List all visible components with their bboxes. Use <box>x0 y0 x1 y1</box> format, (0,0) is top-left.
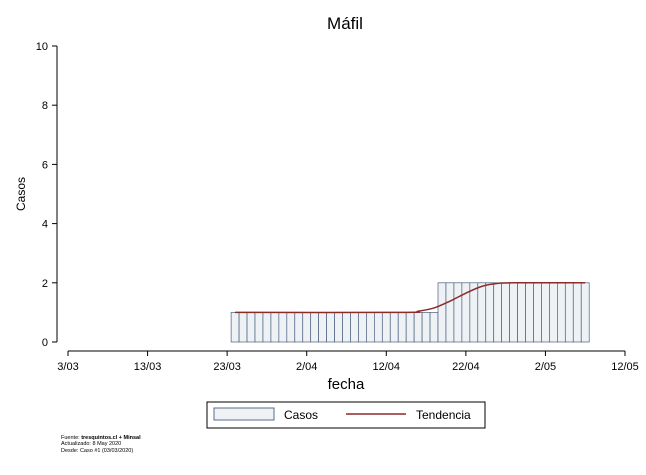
bar <box>517 282 526 343</box>
bar <box>485 282 495 343</box>
bar <box>342 312 351 343</box>
x-tick-label: 23/03 <box>213 361 241 373</box>
legend-swatch-casos <box>213 407 275 421</box>
y-tick-label: 0 <box>42 337 48 349</box>
legend-label-tendencia: Tendencia <box>416 408 471 422</box>
bar <box>421 312 431 343</box>
footnote-since: Desde: Caso #1 (03/03/2020) <box>61 447 134 454</box>
bar <box>374 312 383 343</box>
bar <box>501 282 510 343</box>
x-tick-label: 12/04 <box>373 361 401 373</box>
x-tick-label: 22/04 <box>452 361 480 373</box>
bar <box>397 312 407 343</box>
bar <box>246 312 256 343</box>
bar <box>238 312 248 343</box>
x-tick-label: 2/04 <box>296 361 317 373</box>
bar <box>533 282 542 343</box>
y-axis: 0 2 4 6 8 10 <box>36 41 58 349</box>
bar <box>541 282 550 343</box>
y-tick-label: 2 <box>42 278 48 290</box>
chart-title: Máfil <box>327 14 363 33</box>
bar <box>469 282 479 343</box>
bar <box>429 312 439 343</box>
y-tick-label: 8 <box>42 100 48 112</box>
x-tick-label: 13/03 <box>134 361 162 373</box>
x-axis-label: fecha <box>328 376 365 393</box>
bar <box>334 312 343 343</box>
footnote: Fuente: tresquintos.cl + Minsal Actualiz… <box>61 435 141 454</box>
bar <box>580 282 590 343</box>
bar <box>286 312 296 343</box>
legend: Casos Tendencia <box>206 401 486 429</box>
x-axis: 3/03 13/03 23/03 2/04 12/04 22/04 2/05 12/05 <box>57 350 639 373</box>
bar <box>453 282 463 343</box>
x-tick-label: 2/05 <box>535 361 556 373</box>
bar <box>310 312 320 343</box>
bar <box>254 312 264 343</box>
bar <box>437 282 447 343</box>
bar <box>270 312 280 343</box>
bar <box>549 282 558 343</box>
legend-box <box>206 401 486 429</box>
x-tick-label: 3/03 <box>57 361 78 373</box>
bar <box>509 282 518 343</box>
legend-label-casos: Casos <box>284 408 318 422</box>
bar <box>350 312 359 343</box>
bar <box>413 312 423 343</box>
x-tick-label: 12/05 <box>611 361 639 373</box>
bar <box>572 282 582 343</box>
bar <box>278 312 288 343</box>
y-tick-label: 6 <box>42 159 48 171</box>
bar <box>405 312 415 343</box>
bar <box>302 312 312 343</box>
bar <box>525 282 534 343</box>
bar <box>230 312 240 343</box>
bar <box>294 312 304 343</box>
trend-line-group <box>235 282 586 314</box>
trend-line <box>235 282 586 314</box>
y-tick-label: 4 <box>42 219 48 231</box>
bar <box>318 312 327 343</box>
bar <box>389 312 399 343</box>
bar <box>326 312 335 343</box>
bar <box>381 312 391 343</box>
bar <box>262 312 272 343</box>
bar <box>477 282 487 343</box>
bar <box>557 282 566 343</box>
footnote-updated: Actualizado: 8 May 2020 <box>61 441 122 448</box>
bar <box>493 282 503 343</box>
bar <box>366 312 375 343</box>
bar <box>564 282 574 343</box>
bar <box>445 282 455 343</box>
footnote-source: Fuente: tresquintos.cl + Minsal <box>61 435 141 441</box>
bar <box>358 312 367 343</box>
y-tick-label: 10 <box>36 41 48 53</box>
y-axis-label: Casos <box>14 177 28 211</box>
